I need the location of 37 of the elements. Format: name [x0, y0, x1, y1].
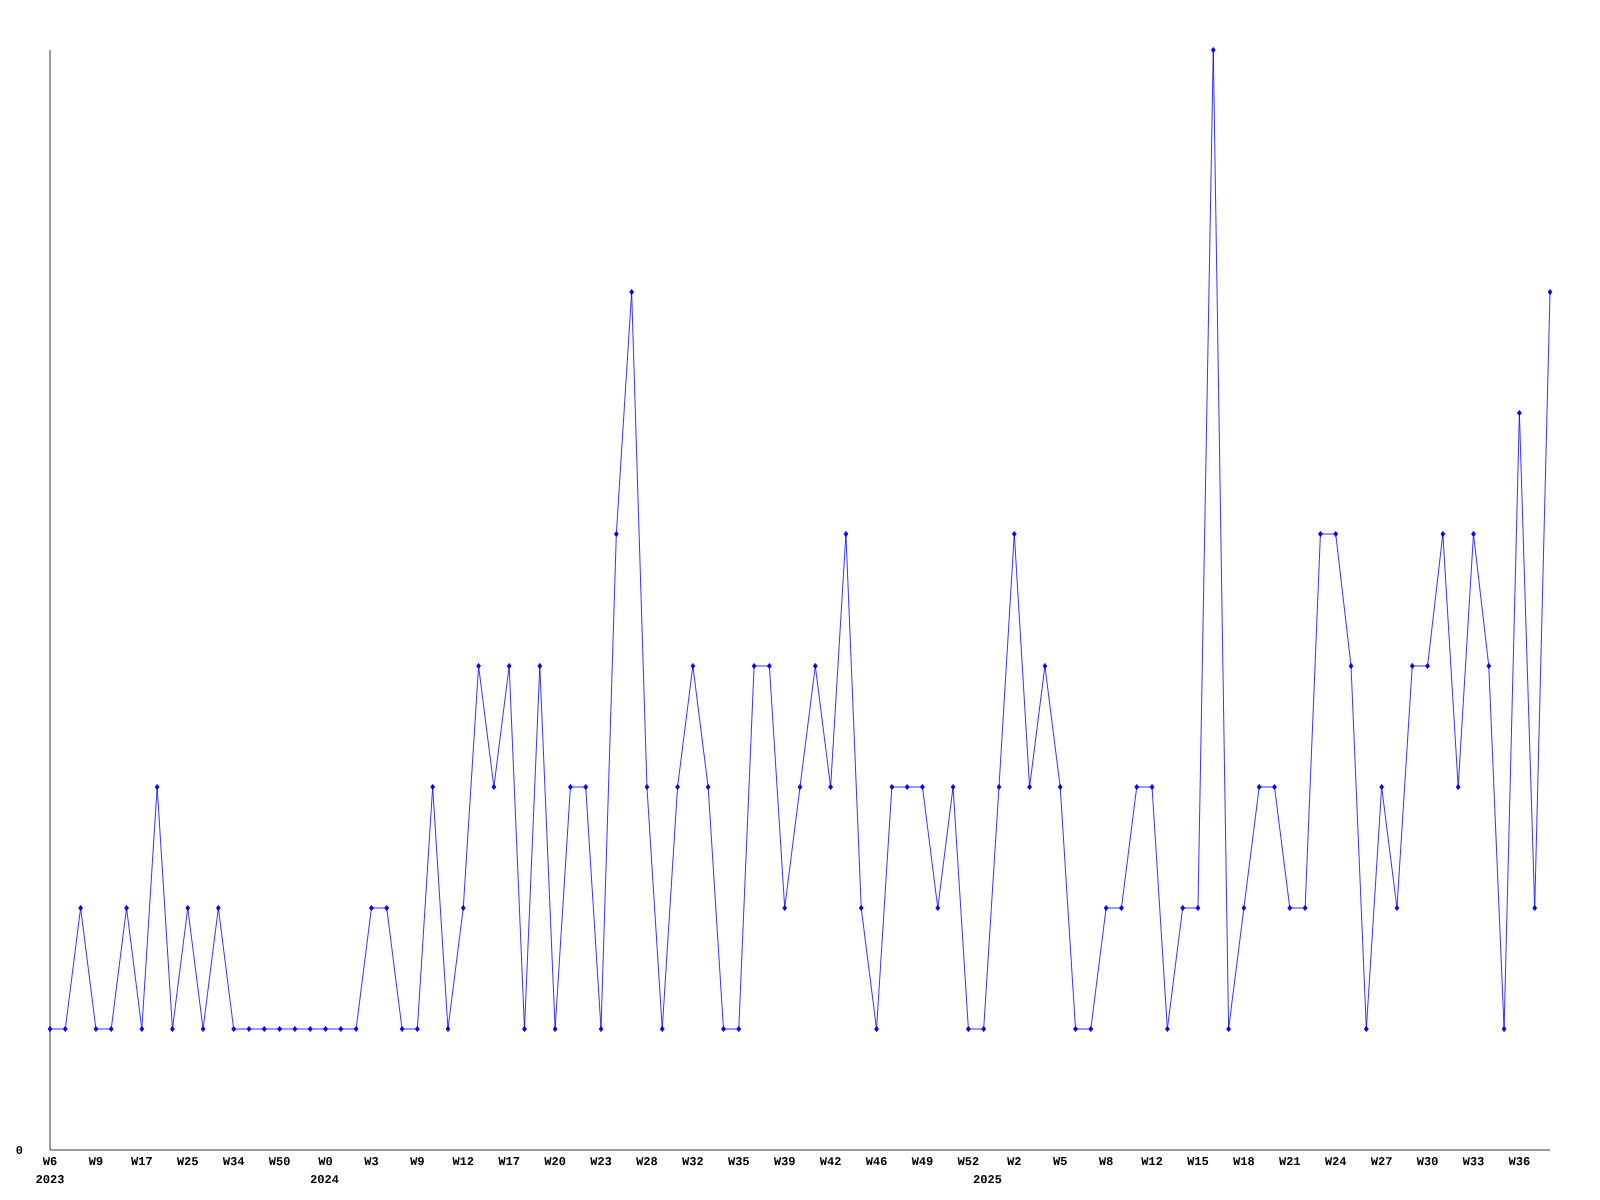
- x-tick-label: W39: [773, 1157, 795, 1166]
- x-tick-label: W27: [1370, 1157, 1392, 1166]
- x-tick-label: W42: [819, 1157, 841, 1166]
- x-tick-label: W15: [1187, 1157, 1209, 1166]
- x-tick-label: W17: [498, 1157, 520, 1165]
- x-tick-label: W5: [1053, 1157, 1067, 1166]
- x-tick-label: W46: [865, 1157, 887, 1166]
- x-tick-label: W28: [636, 1157, 658, 1166]
- x-tick-label: W20: [544, 1157, 566, 1166]
- x-tick-label: W25: [176, 1157, 198, 1166]
- x-tick-label: W21: [1279, 1157, 1301, 1166]
- x-tick-label: W6: [42, 1157, 57, 1166]
- x-tick-label: W35: [727, 1157, 749, 1166]
- x-tick-label: W50: [268, 1157, 290, 1166]
- x-tick-label: W30: [1416, 1157, 1438, 1166]
- text: 2023: [36, 1175, 64, 1184]
- x-tick-label: W24: [1324, 1157, 1347, 1166]
- x-tick-label: W2: [1007, 1157, 1021, 1166]
- x-tick-label: W49: [911, 1157, 933, 1166]
- x-tick-label: W8: [1098, 1157, 1113, 1166]
- text: 2024: [310, 1175, 339, 1184]
- text: 2025: [973, 1175, 1002, 1184]
- x-tick-label: W9: [88, 1157, 103, 1166]
- x-tick-label: W18: [1233, 1157, 1255, 1166]
- x-tick-label: W9: [410, 1157, 424, 1166]
- x-tick-label: W3: [364, 1157, 379, 1166]
- x-tick-label: W52: [957, 1157, 979, 1166]
- x-tick-label: W23: [590, 1157, 612, 1166]
- x-tick-label: W12: [1141, 1157, 1163, 1166]
- x-tick-label: W12: [452, 1157, 474, 1166]
- x-tick-label: W32: [682, 1157, 703, 1166]
- x-tick-label: W17: [131, 1157, 152, 1165]
- x-tick-label: W0: [318, 1157, 333, 1166]
- text: 0: [16, 1145, 23, 1155]
- x-tick-label: W36: [1508, 1157, 1530, 1166]
- x-tick-label: W34: [222, 1157, 245, 1166]
- x-tick-label: W33: [1462, 1157, 1484, 1166]
